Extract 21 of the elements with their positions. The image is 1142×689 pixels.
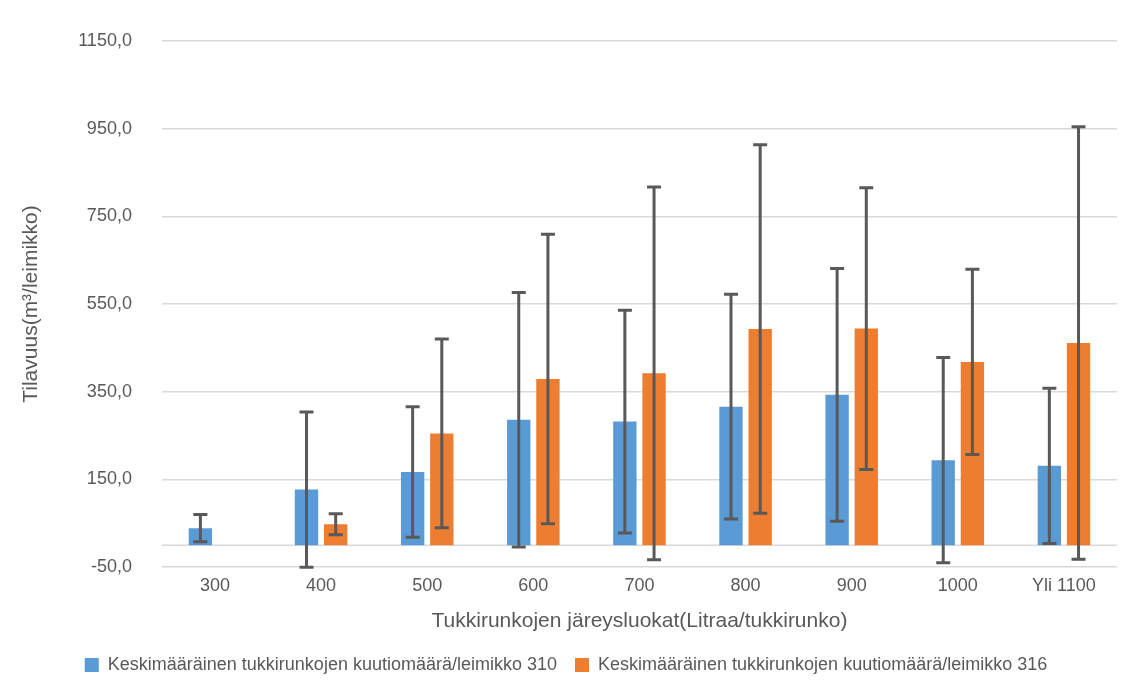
x-tick-label: 800 [730, 574, 761, 595]
legend-label: Keskimääräinen tukkirunkojen kuutiomäärä/leimikko 310 [107, 653, 558, 674]
legend-label: Keskimääräinen tukkirunkojen kuutiomäärä/leimikko 316 [598, 653, 1048, 674]
x-axis-title: Tukkirunkojen järeysluokat(Litraa/tukkirunko) [431, 608, 848, 632]
x-tick-label: 700 [624, 574, 655, 595]
x-tick-label: 400 [306, 574, 337, 595]
x-tick-label: 500 [412, 574, 443, 595]
x-tick-label: 1000 [937, 574, 978, 595]
y-tick-label: -50,0 [90, 556, 132, 577]
y-tick-label: 750,0 [86, 205, 132, 226]
y-axis-title: Tilavuus(m³/leimikko) [18, 205, 42, 403]
bar [960, 361, 985, 546]
y-tick-label: 550,0 [86, 292, 132, 313]
y-tick-label: 1150,0 [78, 29, 132, 50]
y-tick-label: 950,0 [86, 117, 132, 138]
y-tick-label: 350,0 [86, 380, 132, 401]
x-tick-label: 600 [518, 574, 549, 595]
y-tick-label: 150,0 [86, 468, 132, 489]
x-tick-label: Yli 1100 [1032, 574, 1096, 595]
x-tick-label: 900 [836, 574, 867, 595]
x-tick-label: 300 [199, 574, 230, 595]
